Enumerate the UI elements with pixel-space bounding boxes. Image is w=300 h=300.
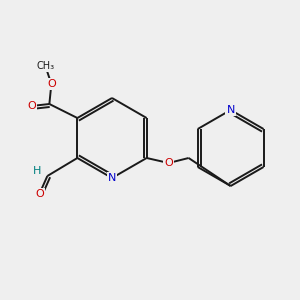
Text: N: N [108,173,116,183]
Text: N: N [226,105,235,115]
Text: O: O [27,101,36,111]
Text: CH₃: CH₃ [36,61,54,71]
Text: O: O [164,158,173,168]
Text: H: H [33,166,41,176]
Text: O: O [35,189,44,199]
Text: O: O [47,79,56,89]
